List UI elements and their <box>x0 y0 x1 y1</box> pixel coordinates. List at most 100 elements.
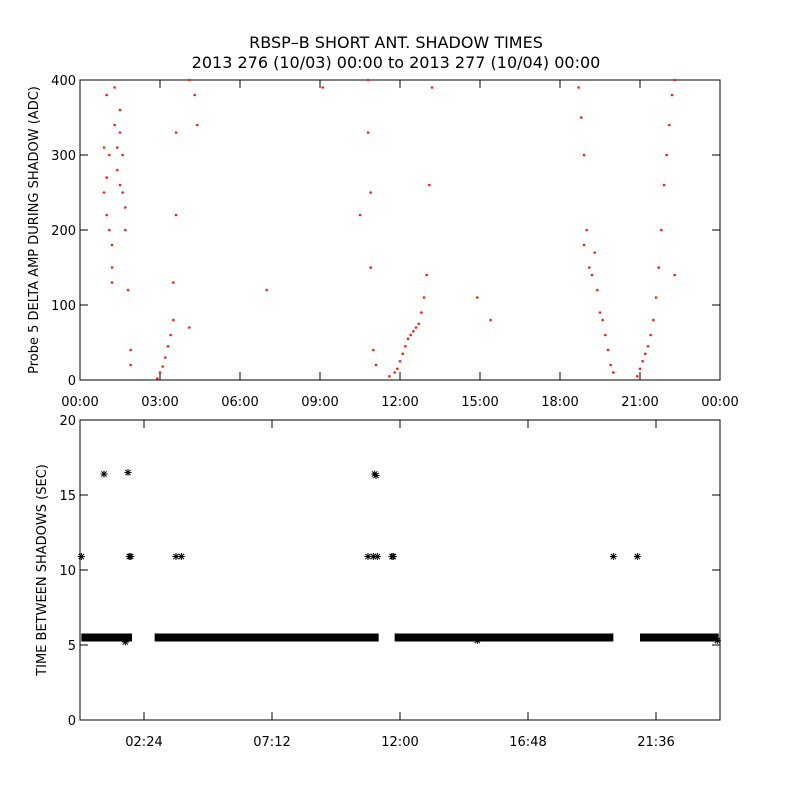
top-data-point <box>108 153 111 157</box>
top-xtick-label: 15:00 <box>461 395 498 410</box>
bot-data-point <box>100 470 108 478</box>
top-data-point <box>116 168 119 172</box>
top-data-point <box>105 93 108 97</box>
top-data-point <box>105 213 108 217</box>
top-ytick-label: 400 <box>51 74 76 89</box>
top-data-point <box>644 352 647 356</box>
bot-ytick-label: 5 <box>68 639 76 654</box>
top-data-point <box>110 281 114 284</box>
bot-baseline-run <box>394 633 614 642</box>
top-data-point <box>121 153 124 157</box>
bot-xtick-label: 07:12 <box>253 735 290 750</box>
top-data-point <box>188 78 191 82</box>
top-data-point <box>369 266 372 269</box>
bot-data-point <box>713 637 721 644</box>
top-data-point <box>129 363 132 367</box>
top-data-point <box>156 377 159 380</box>
top-data-point <box>372 348 375 352</box>
bottom-plot: TIME BETWEEN SHADOWS (SEC) 02:24 07:12 12:… <box>35 414 721 750</box>
top-data-point <box>673 273 676 277</box>
top-data-point <box>161 365 164 368</box>
top-xtick-label: 12:00 <box>381 395 418 410</box>
top-data-point <box>425 273 428 277</box>
top-data-point <box>604 333 607 337</box>
top-xtick-label: 03:00 <box>141 395 178 410</box>
top-data-point <box>396 367 399 371</box>
top-data-point <box>638 367 642 371</box>
top-data-point <box>105 176 108 179</box>
bot-baseline-run <box>640 633 719 642</box>
top-data-point <box>174 131 178 134</box>
top-data-point <box>585 228 588 232</box>
bot-ytick-label: 10 <box>59 564 76 579</box>
top-data-point <box>174 213 178 217</box>
bot-xtick-label: 21:36 <box>637 735 674 750</box>
top-xtick-label: 18:00 <box>541 395 578 410</box>
top-data-point <box>321 86 324 89</box>
top-data-point <box>596 288 599 292</box>
top-data-point <box>406 337 410 341</box>
top-data-point <box>641 359 644 363</box>
top-data-point <box>172 318 175 322</box>
bot-ytick-label: 15 <box>59 489 76 504</box>
top-ytick-label: 300 <box>51 149 76 164</box>
top-data-point <box>649 333 652 337</box>
bot-xtick-label: 12:00 <box>381 735 418 750</box>
top-data-point <box>609 363 612 367</box>
top-data-point <box>590 273 594 277</box>
top-data-point <box>126 288 130 292</box>
top-data-point <box>489 318 492 322</box>
top-data-point <box>369 191 372 194</box>
top-plot-ylabel: Probe 5 DELTA AMP DURING SHADOW (ADC) <box>27 86 42 374</box>
bot-data-point <box>77 553 85 560</box>
top-data-point <box>601 318 604 322</box>
top-data-point <box>670 93 674 97</box>
bot-data-point <box>372 472 380 479</box>
top-data-point <box>606 348 610 352</box>
top-data-point <box>414 326 418 329</box>
bot-ytick-label: 0 <box>68 714 76 729</box>
top-data-point <box>417 322 420 326</box>
top-data-point <box>476 296 479 299</box>
top-data-point <box>428 183 431 187</box>
top-data-point <box>196 123 199 127</box>
top-data-point <box>116 146 119 149</box>
top-data-point <box>113 86 116 89</box>
top-data-point <box>668 123 671 127</box>
top-data-point <box>580 116 583 119</box>
top-data-point <box>612 371 615 374</box>
top-data-point <box>662 183 666 187</box>
bot-ytick-label: 20 <box>59 414 76 429</box>
top-data-point <box>102 191 106 194</box>
top-data-point <box>121 191 124 194</box>
top-data-point <box>374 363 378 367</box>
top-data-point <box>366 78 370 82</box>
top-xtick-label: 21:00 <box>621 395 658 410</box>
top-data-point <box>188 326 191 329</box>
top-data-point <box>118 108 122 112</box>
bot-data-point <box>127 553 135 560</box>
bot-data-point <box>633 553 641 560</box>
bot-data-point <box>177 553 185 560</box>
top-ytick-label: 200 <box>51 224 76 239</box>
top-data-point <box>118 183 122 187</box>
top-data-point <box>577 86 580 89</box>
bot-baseline-run <box>154 633 379 642</box>
top-data-point <box>660 228 663 232</box>
top-ytick-label: 0 <box>68 374 76 389</box>
top-data-point <box>652 318 655 322</box>
top-xtick-label: 06:00 <box>221 395 258 410</box>
top-data-point <box>420 311 423 314</box>
bot-data-point <box>609 553 617 560</box>
top-data-point <box>657 266 660 269</box>
bot-xtick-label: 16:48 <box>509 735 546 750</box>
bottom-plot-ylabel: TIME BETWEEN SHADOWS (SEC) <box>35 464 50 677</box>
top-data-point <box>366 131 370 134</box>
top-data-point <box>124 228 127 232</box>
top-data-point <box>388 374 391 378</box>
top-data-point <box>108 228 111 232</box>
top-data-point <box>102 146 106 149</box>
top-xtick-label: 09:00 <box>301 395 338 410</box>
top-data-point <box>265 288 268 292</box>
top-data-point <box>412 329 415 333</box>
